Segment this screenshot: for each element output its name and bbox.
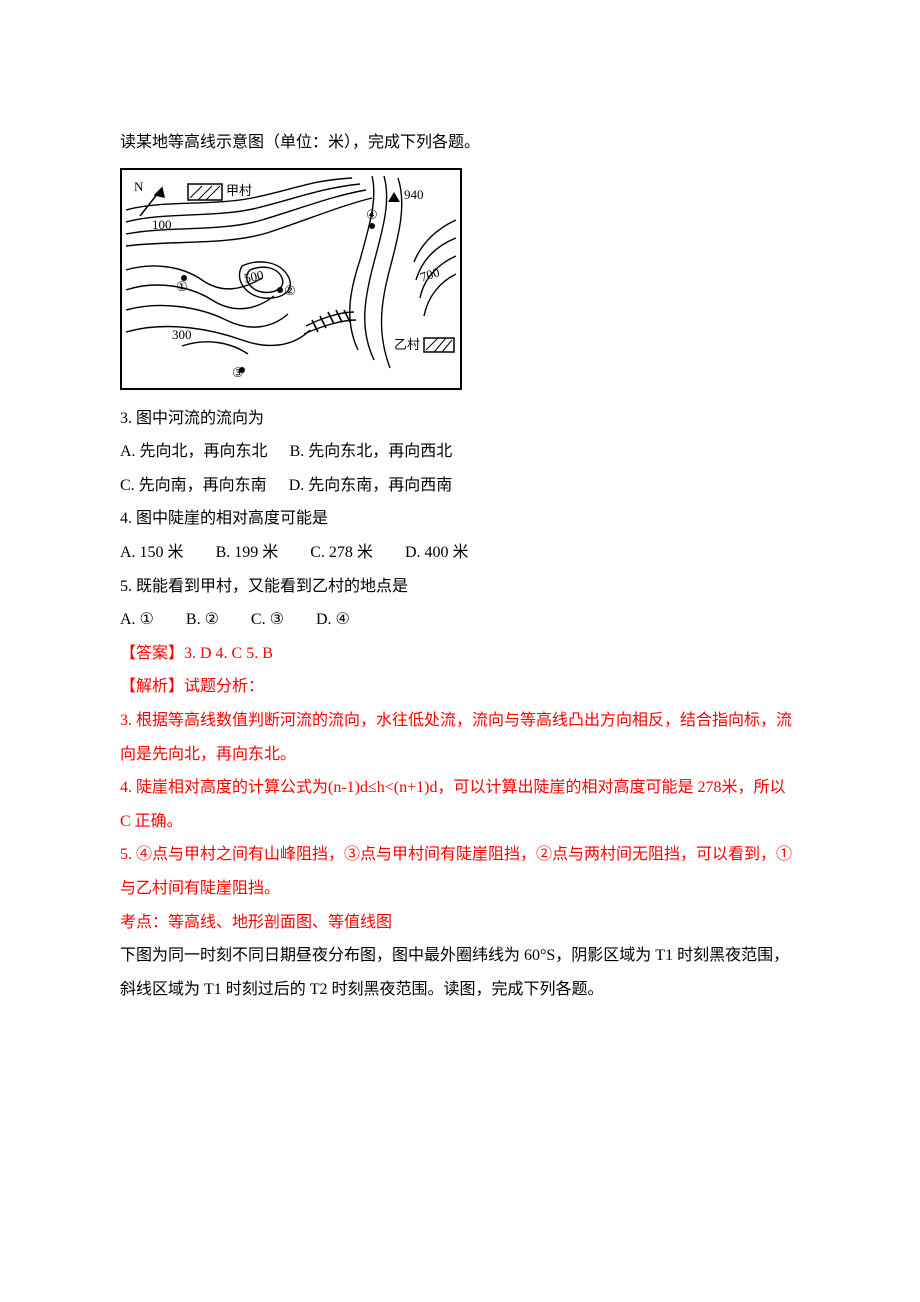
q5-options: A. ① B. ② C. ③ D. ④ [120,603,800,637]
q3-options-row1: A. 先向北，再向东北 B. 先向东北，再向西北 [120,435,800,469]
answers-line: 【答案】3. D 4. C 5. B [120,637,800,671]
q4-opt-c: C. 278 米 [310,536,373,570]
north-arrow-icon [140,188,164,216]
point-3-label: ③ [232,366,244,379]
kaodian: 考点：等高线、地形剖面图、等值线图 [120,906,800,940]
point-4-label: ④ [366,208,378,221]
q3-opt-c: C. 先向南，再向东南 [120,469,267,503]
village-b-symbol [424,338,454,352]
q3-opt-a: A. 先向北，再向东北 [120,435,268,469]
q4-opt-b: B. 199 米 [216,536,279,570]
peak-icon [388,192,400,202]
contour-100: 100 [152,218,172,231]
q5-opt-d: D. ④ [316,603,350,637]
q5-opt-a: A. ① [120,603,154,637]
q5-stem: 5. 既能看到甲村，又能看到乙村的地点是 [120,570,800,604]
q3-options-row2: C. 先向南，再向东南 D. 先向东南，再向西南 [120,469,800,503]
q4-stem: 4. 图中陡崖的相对高度可能是 [120,502,800,536]
q4-opt-a: A. 150 米 [120,536,184,570]
contour-map: N 甲村 940 100 500 300 700 ① ② ③ ④ 乙村 [120,168,462,390]
intro-text: 读某地等高线示意图（单位：米），完成下列各题。 [120,126,800,160]
point-2-marker [277,287,283,293]
point-4-marker [369,223,375,229]
point-1-label: ① [176,280,188,293]
q5-opt-c: C. ③ [251,603,284,637]
q3-opt-d: D. 先向东南，再向西南 [289,469,453,503]
village-a-label: 甲村 [226,184,252,197]
analysis-3: 3. 根据等高线数值判断河流的流向，水往低处流，流向与等高线凸出方向相反，结合指… [120,704,800,771]
peak-label: 940 [404,188,424,201]
contour-300: 300 [172,328,192,341]
village-b-label: 乙村 [394,338,420,351]
document-page: 读某地等高线示意图（单位：米），完成下列各题。 [0,0,920,1066]
north-label: N [134,180,143,193]
q5-opt-b: B. ② [186,603,219,637]
q4-opt-d: D. 400 米 [405,536,469,570]
q3-opt-b: B. 先向东北，再向西北 [290,435,453,469]
analysis-5: 5. ④点与甲村之间有山峰阻挡，③点与甲村间有陡崖阻挡，②点与两村间无阻挡，可以… [120,838,800,905]
next-intro: 下图为同一时刻不同日期昼夜分布图，图中最外圈纬线为 60°S，阴影区域为 T1 … [120,939,800,1006]
village-a-symbol [188,184,222,200]
contour-500: 500 [243,268,265,285]
q3-stem: 3. 图中河流的流向为 [120,402,800,436]
analysis-label: 【解析】试题分析： [120,670,800,704]
map-svg [122,170,460,388]
q4-options: A. 150 米 B. 199 米 C. 278 米 D. 400 米 [120,536,800,570]
point-2-label: ② [284,284,296,297]
analysis-4: 4. 陡崖相对高度的计算公式为(n-1)d≤h<(n+1)d，可以计算出陡崖的相… [120,771,800,838]
